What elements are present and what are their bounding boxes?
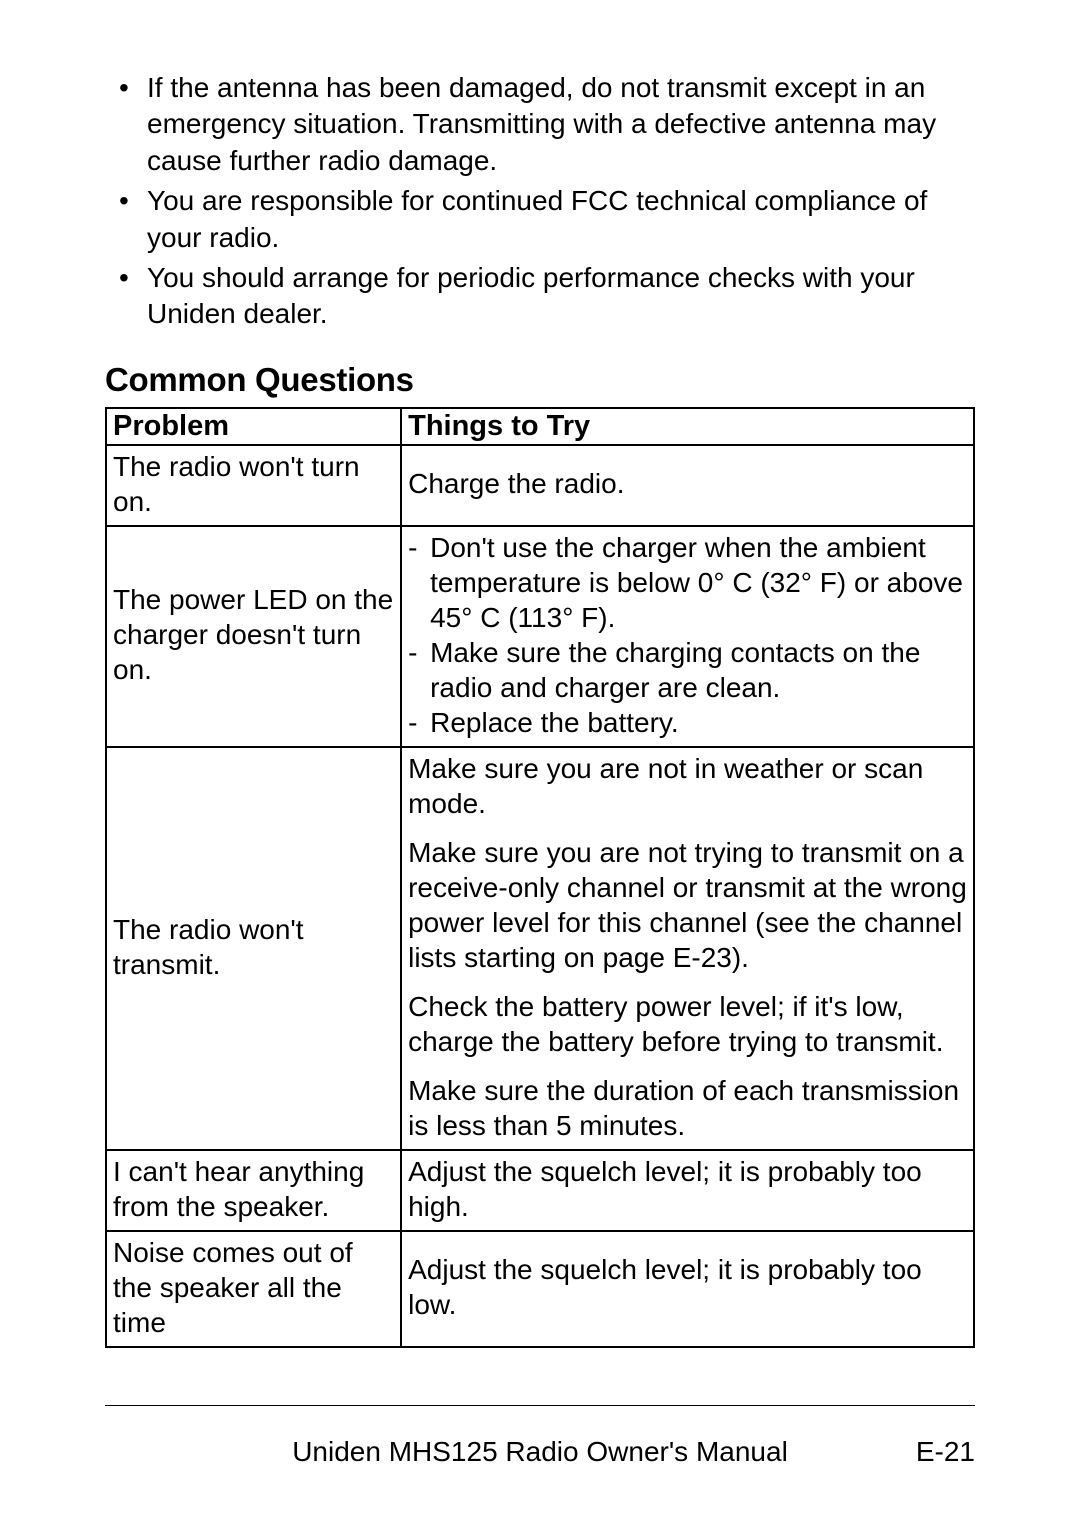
bullet-item: If the antenna has been damaged, do not … <box>105 70 975 179</box>
problem-cell: The radio won't turn on. <box>106 445 401 526</box>
table-row: Noise comes out of the speaker all the t… <box>106 1231 974 1347</box>
table-header-row: Problem Things to Try <box>106 408 974 445</box>
solution-list: Don't use the charger when the ambient t… <box>408 530 967 740</box>
solution-para: Check the battery power level; if it's l… <box>408 989 967 1059</box>
table-row: The radio won't turn on. Charge the radi… <box>106 445 974 526</box>
col-header-problem: Problem <box>106 408 401 445</box>
problem-cell: Noise comes out of the speaker all the t… <box>106 1231 401 1347</box>
solution-cell: Adjust the squelch level; it is probably… <box>401 1231 974 1347</box>
footer-page-number: E-21 <box>885 1436 975 1468</box>
page-footer: Uniden MHS125 Radio Owner's Manual E-21 <box>105 1405 975 1468</box>
solution-list-item: Replace the battery. <box>408 705 967 740</box>
solution-cell: Don't use the charger when the ambient t… <box>401 526 974 747</box>
troubleshooting-table: Problem Things to Try The radio won't tu… <box>105 407 975 1348</box>
solution-list-item: Make sure the charging contacts on the r… <box>408 635 967 705</box>
bullet-item: You should arrange for periodic performa… <box>105 260 975 333</box>
solution-list-item: Don't use the charger when the ambient t… <box>408 530 967 635</box>
intro-bullets: If the antenna has been damaged, do not … <box>105 70 975 333</box>
table-row: The power LED on the charger doesn't tur… <box>106 526 974 747</box>
bullet-item: You are responsible for continued FCC te… <box>105 183 975 256</box>
solution-cell: Adjust the squelch level; it is probably… <box>401 1150 974 1231</box>
table-row: I can't hear anything from the speaker. … <box>106 1150 974 1231</box>
solution-cell: Make sure you are not in weather or scan… <box>401 747 974 1150</box>
section-heading: Common Questions <box>105 361 975 399</box>
problem-cell: The radio won't transmit. <box>106 747 401 1150</box>
solution-para: Make sure you are not trying to transmit… <box>408 835 967 975</box>
problem-cell: I can't hear anything from the speaker. <box>106 1150 401 1231</box>
solution-cell: Charge the radio. <box>401 445 974 526</box>
solution-para: Make sure the duration of each transmiss… <box>408 1073 967 1143</box>
col-header-solution: Things to Try <box>401 408 974 445</box>
table-row: The radio won't transmit. Make sure you … <box>106 747 974 1150</box>
solution-para: Make sure you are not in weather or scan… <box>408 751 967 821</box>
problem-cell: The power LED on the charger doesn't tur… <box>106 526 401 747</box>
footer-title: Uniden MHS125 Radio Owner's Manual <box>105 1436 885 1468</box>
